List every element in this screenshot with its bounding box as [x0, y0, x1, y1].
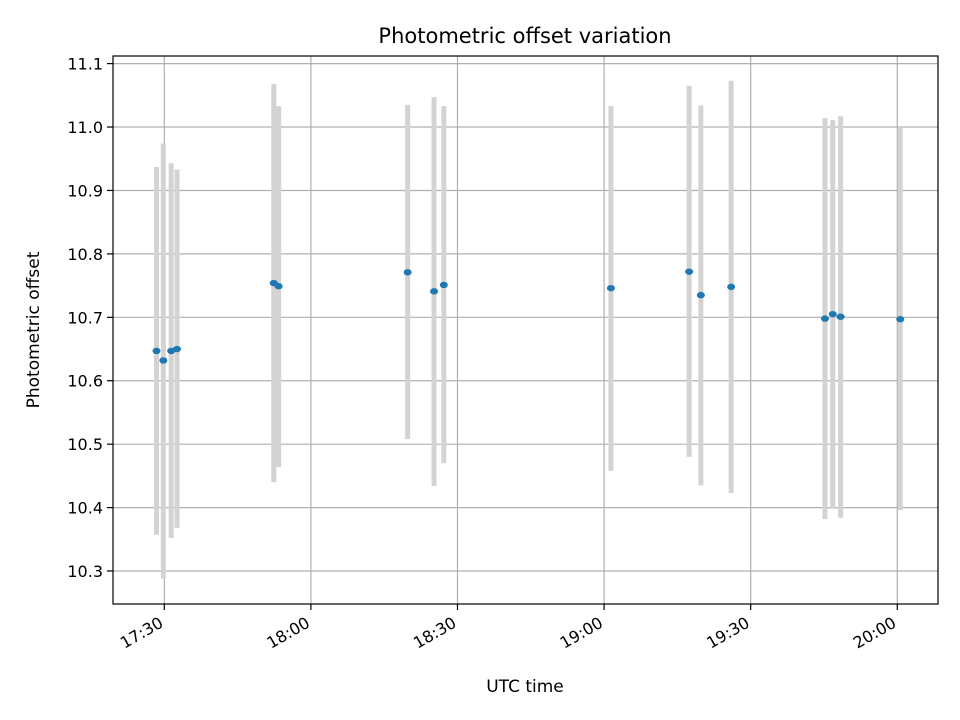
x-tick-label: 20:00: [850, 613, 899, 653]
y-tick-label: 11.1: [67, 55, 103, 74]
y-axis-ticks: 10.3 10.4 10.5 10.6 10.7 10.8 10.9 11.0 11.1: [67, 55, 113, 581]
y-tick-label: 10.4: [67, 499, 103, 518]
data-point: [274, 283, 283, 290]
plot-frame: [112, 55, 939, 605]
chart-title: Photometric offset variation: [378, 24, 671, 48]
data-point: [828, 310, 837, 318]
data-point: [439, 281, 448, 289]
x-axis-ticks: 17:30 18:00 18:30 19:00 19:30 20:00: [117, 604, 899, 653]
y-tick-label: 10.6: [67, 372, 103, 391]
data-point: [430, 288, 439, 295]
data-point: [820, 315, 829, 322]
y-tick-label: 10.7: [67, 308, 103, 327]
x-tick-label: 18:30: [410, 613, 459, 653]
x-tick-label: 19:00: [557, 613, 606, 653]
y-tick-label: 10.8: [67, 245, 103, 264]
data-point: [152, 347, 161, 355]
data-point: [896, 316, 905, 323]
x-tick-label: 18:00: [263, 613, 312, 653]
y-axis-label: Photometric offset: [24, 251, 44, 408]
error-bars: [153, 80, 903, 579]
x-tick-label: 17:30: [117, 613, 166, 653]
data-point: [606, 284, 615, 292]
y-tick-label: 10.3: [67, 562, 103, 581]
grid-lines: [113, 56, 938, 604]
data-point: [159, 357, 168, 364]
x-axis-label: UTC time: [486, 677, 564, 697]
data-point: [685, 268, 694, 275]
y-tick-label: 11.0: [67, 118, 103, 137]
data-point: [403, 269, 412, 276]
y-tick-label: 10.5: [67, 435, 103, 454]
data-point: [696, 291, 705, 299]
data-points: [152, 268, 905, 364]
data-point: [727, 283, 736, 291]
x-tick-label: 19:30: [703, 613, 752, 653]
data-point: [836, 313, 845, 320]
y-tick-label: 10.9: [67, 181, 103, 200]
data-point: [173, 345, 182, 353]
